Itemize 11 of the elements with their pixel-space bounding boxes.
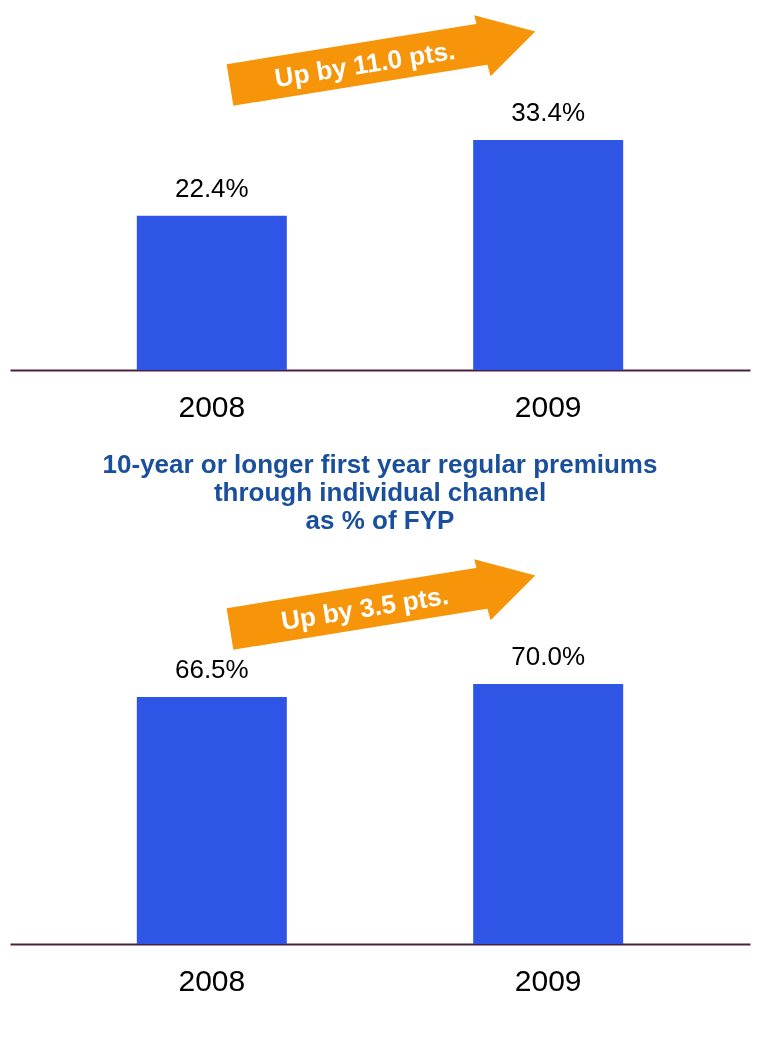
- data-label: 66.5%: [174, 654, 249, 684]
- text: Up by 11.0 pts.: [272, 34, 458, 94]
- data-label: 70.0%: [511, 641, 586, 671]
- x-tick-label: 2008: [178, 389, 246, 423]
- chart-title: 10-year or longer first year regular premiums through individual channel as % of FYP: [102, 449, 658, 535]
- x-tick-label: 2009: [514, 963, 582, 997]
- text: Up by 3.5 pts.: [279, 579, 451, 637]
- data-label: 22.4%: [174, 172, 249, 203]
- data-label: 33.4%: [511, 97, 586, 127]
- x-tick-label: 2008: [178, 963, 246, 997]
- x-tick-label: 2009: [514, 389, 582, 423]
